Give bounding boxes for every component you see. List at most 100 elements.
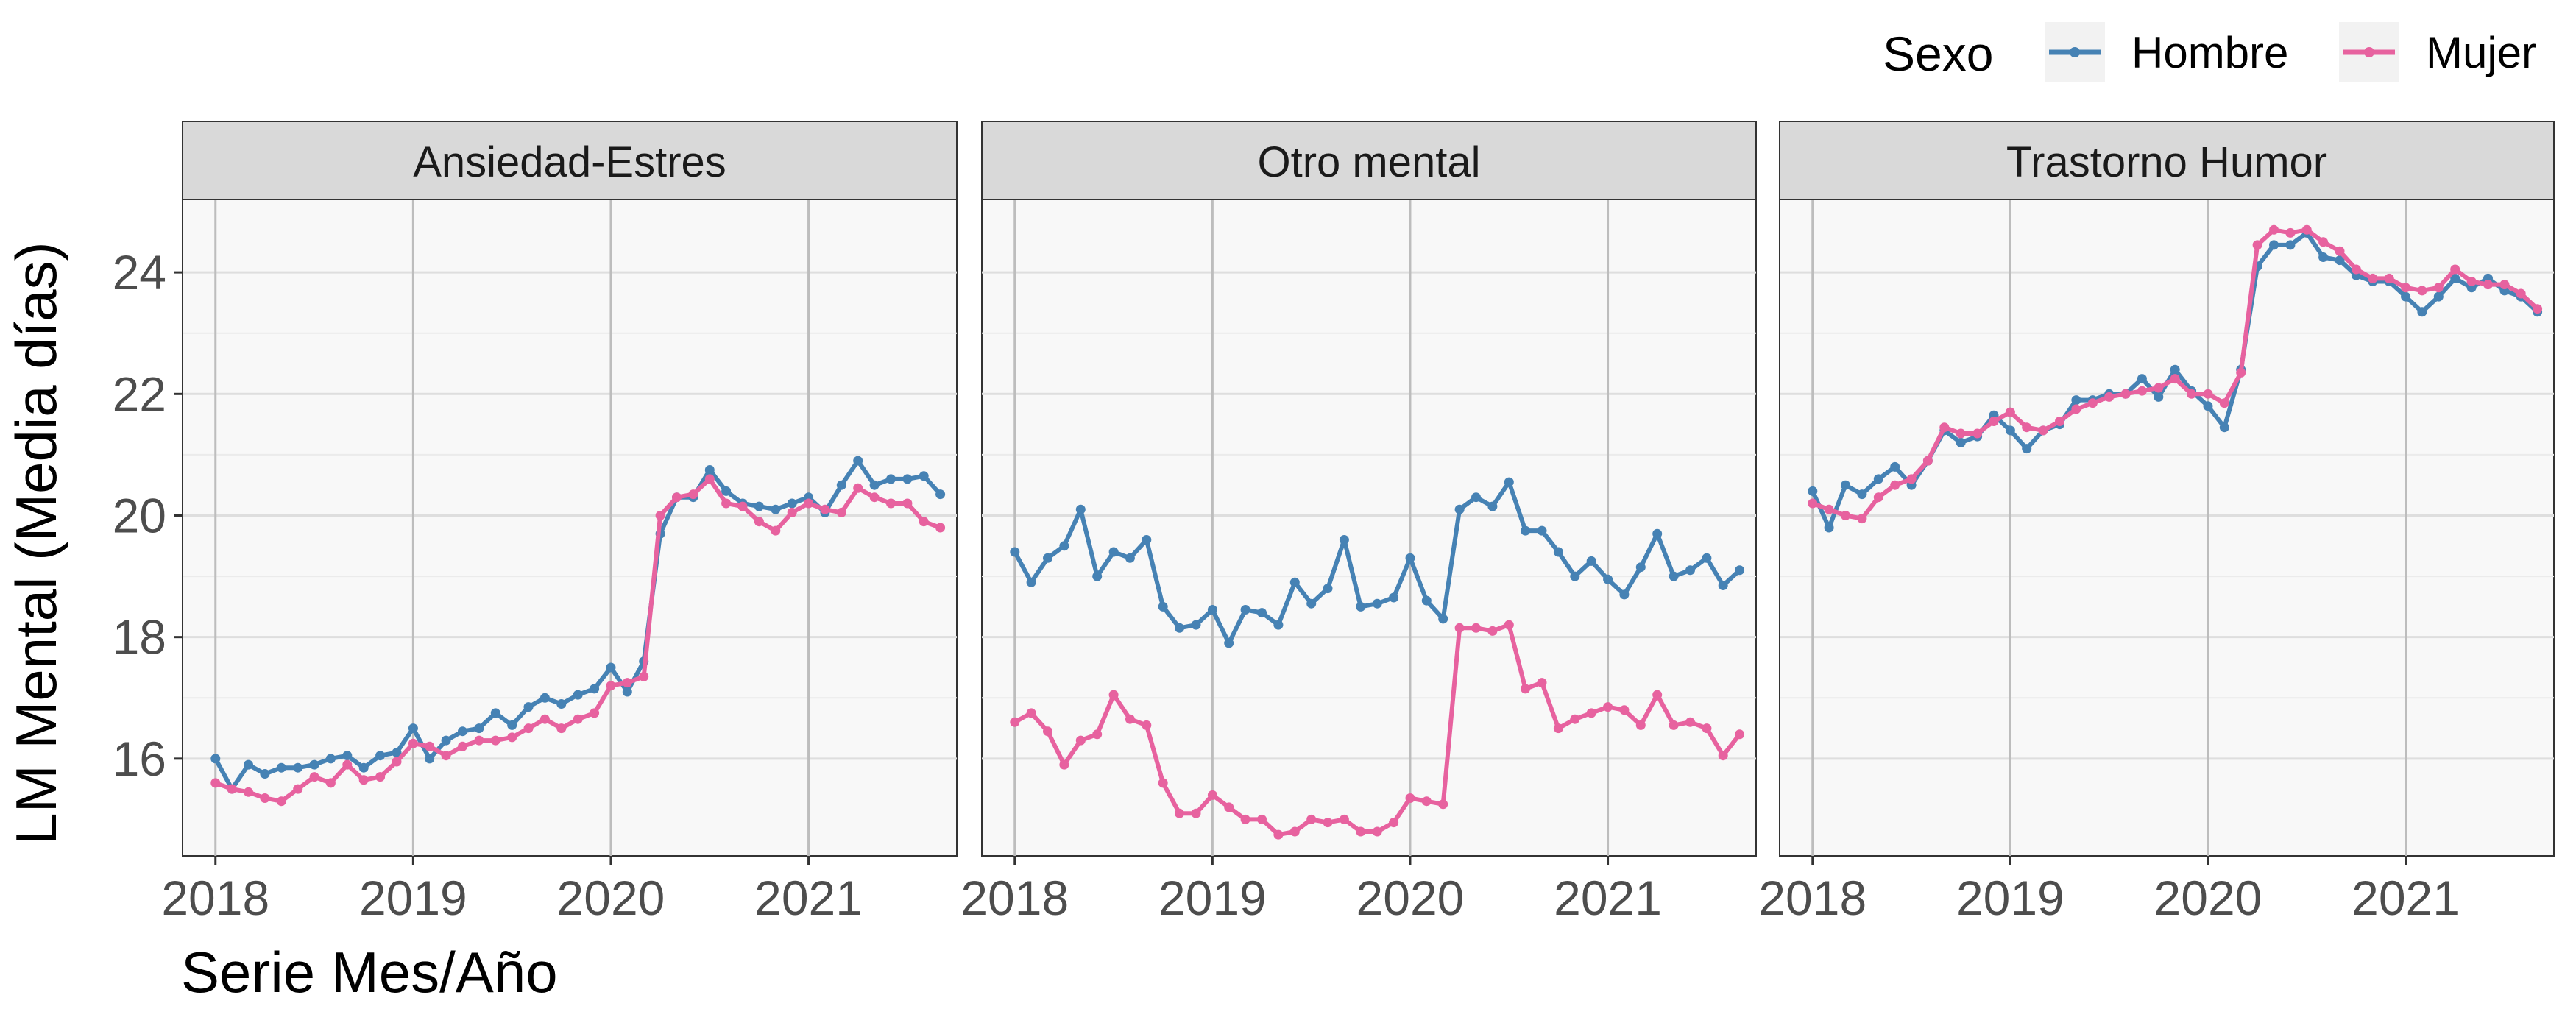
data-point-mujer (1125, 714, 1135, 724)
data-point-hombre (1735, 565, 1745, 576)
data-point-mujer (2450, 264, 2460, 275)
data-point-mujer (2252, 240, 2262, 250)
legend: Sexo Hombre Mujer (1883, 22, 2536, 82)
data-point-hombre (1372, 598, 1382, 609)
data-point-hombre (1454, 504, 1465, 514)
data-point-mujer (704, 474, 715, 484)
data-point-mujer (1092, 729, 1103, 740)
data-point-hombre (590, 684, 600, 694)
data-point-mujer (392, 757, 402, 767)
panel-otro-mental: Otro mental 2018 2019 2020 2021 (960, 121, 1757, 925)
data-point-mujer (2269, 224, 2279, 235)
data-point-hombre (375, 751, 386, 761)
data-point-hombre (721, 486, 732, 496)
data-point-mujer (1207, 790, 1217, 800)
data-point-mujer (325, 778, 336, 788)
data-point-mujer (1010, 717, 1020, 727)
data-point-mujer (2055, 417, 2064, 426)
data-point-mujer (2483, 280, 2493, 290)
data-point-mujer (1323, 818, 1333, 828)
data-point-mujer (1339, 814, 1349, 824)
data-point-hombre (293, 762, 303, 773)
data-point-hombre (523, 702, 534, 712)
data-point-hombre (490, 708, 500, 718)
data-point-mujer (490, 735, 500, 746)
data-point-hombre (441, 735, 451, 746)
data-point-mujer (1158, 778, 1168, 788)
data-point-hombre (935, 489, 946, 500)
x-tick-label: 2018 (161, 871, 269, 925)
data-point-mujer (1075, 735, 1086, 746)
data-point-mujer (869, 492, 880, 503)
data-point-mujer (2533, 304, 2543, 314)
data-point-mujer (1939, 422, 1950, 433)
data-point-mujer (1735, 729, 1745, 740)
data-point-mujer (1142, 720, 1152, 730)
data-point-hombre (276, 762, 286, 773)
data-point-mujer (787, 507, 797, 517)
data-point-hombre (1487, 501, 1498, 511)
data-point-mujer (260, 793, 270, 803)
data-point-hombre (1224, 638, 1234, 648)
data-point-hombre (1323, 584, 1333, 594)
data-point-hombre (408, 723, 418, 734)
data-point-hombre (425, 754, 435, 764)
data-point-hombre (1092, 571, 1103, 581)
data-point-mujer (2071, 404, 2081, 414)
data-point-hombre (1586, 556, 1596, 566)
data-point-mujer (293, 784, 303, 794)
data-point-mujer (1922, 456, 1933, 466)
data-point-hombre (1075, 504, 1086, 514)
data-point-mujer (2203, 389, 2213, 399)
data-point-hombre (2219, 422, 2229, 433)
data-point-mujer (523, 723, 534, 734)
data-point-mujer (1652, 690, 1663, 700)
data-point-hombre (2154, 392, 2164, 402)
data-point-mujer (622, 678, 632, 688)
data-point-mujer (606, 681, 616, 691)
data-point-mujer (2301, 224, 2312, 235)
data-point-hombre (1619, 589, 1630, 600)
data-point-mujer (590, 708, 600, 718)
data-point-hombre (836, 480, 846, 490)
data-point-mujer (1306, 814, 1317, 824)
data-point-mujer (935, 523, 946, 533)
data-point-hombre (539, 693, 550, 703)
data-point-mujer (1356, 826, 1366, 837)
data-point-mujer (507, 732, 517, 743)
data-point-hombre (507, 720, 517, 730)
data-point-mujer (342, 759, 353, 770)
data-point-mujer (573, 714, 583, 724)
data-point-mujer (1824, 504, 1834, 514)
data-point-mujer (375, 772, 386, 782)
data-point-mujer (1059, 759, 1069, 770)
data-point-mujer (2170, 374, 2180, 384)
legend-point-hombre (2070, 47, 2080, 57)
data-point-mujer (2087, 398, 2098, 408)
data-point-mujer (1537, 678, 1547, 688)
data-point-hombre (2203, 401, 2213, 411)
x-tick-label: 2018 (960, 871, 1069, 925)
data-point-hombre (886, 474, 896, 484)
data-point-mujer (1454, 623, 1465, 633)
data-point-mujer (853, 483, 863, 493)
data-point-hombre (573, 690, 583, 700)
data-point-mujer (1240, 814, 1250, 824)
facet-strip (1779, 121, 2555, 200)
data-point-mujer (2384, 273, 2394, 283)
data-point-hombre (2433, 291, 2444, 302)
data-point-hombre (210, 754, 221, 764)
data-point-mujer (1873, 492, 1883, 503)
data-point-mujer (2417, 286, 2427, 296)
data-point-mujer (2368, 273, 2378, 283)
data-point-mujer (1619, 705, 1630, 715)
x-tick-label: 2019 (359, 871, 467, 925)
data-point-mujer (919, 517, 929, 527)
data-point-hombre (1956, 437, 1966, 447)
legend-title: Sexo (1883, 26, 1993, 81)
data-point-hombre (458, 726, 467, 737)
data-point-mujer (276, 796, 286, 807)
y-tick-label: 20 (113, 488, 166, 542)
data-point-hombre (622, 687, 632, 697)
data-point-hombre (1824, 523, 1834, 533)
